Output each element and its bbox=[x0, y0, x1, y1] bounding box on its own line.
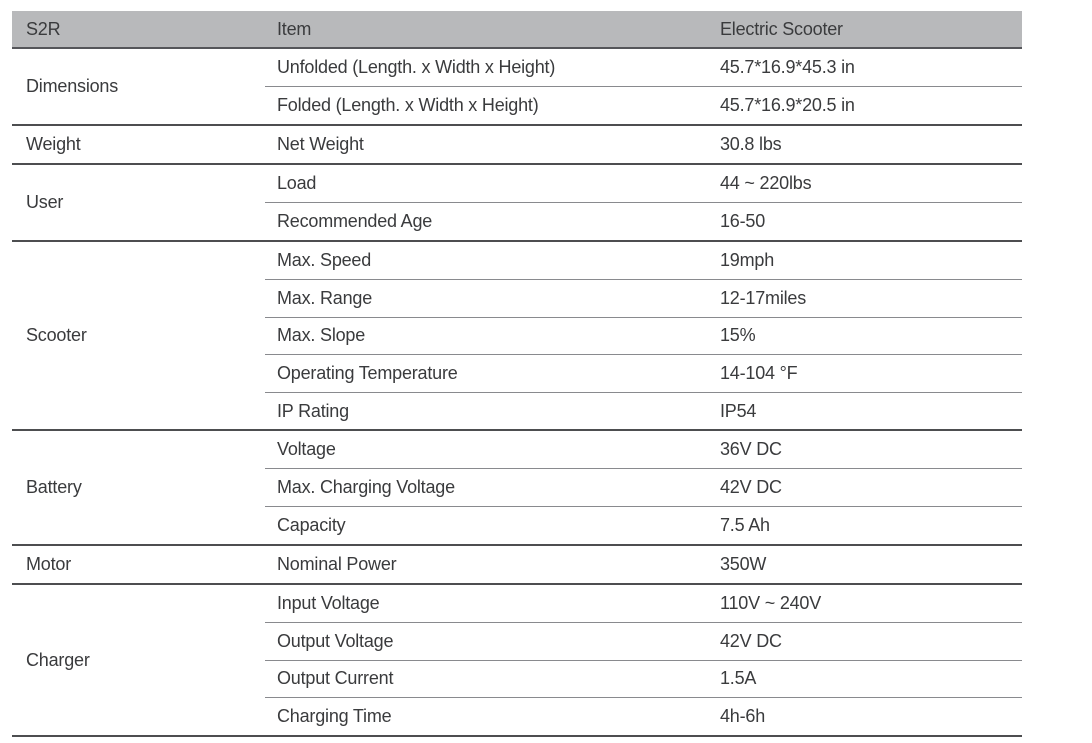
group-charger: Charger Input Voltage 110V ~ 240V Output… bbox=[12, 585, 1022, 737]
item-cell: Voltage bbox=[277, 439, 336, 460]
table-header: S2R Item Electric Scooter bbox=[12, 11, 1022, 49]
value-cell: 45.7*16.9*45.3 in bbox=[720, 56, 855, 77]
table-row: Folded (Length. x Width x Height) 45.7*1… bbox=[265, 85, 1022, 124]
group-weight: Weight Net Weight 30.8 lbs bbox=[12, 126, 1022, 166]
table-row: Output Voltage 42V DC bbox=[265, 621, 1022, 660]
table-row: Voltage 36V DC bbox=[265, 431, 1022, 468]
value-cell: 350W bbox=[720, 553, 767, 574]
header-item-label: Item bbox=[277, 18, 312, 39]
category-label: Dimensions bbox=[26, 75, 119, 96]
category-label: Motor bbox=[26, 553, 72, 574]
table-row: Max. Range 12-17miles bbox=[265, 278, 1022, 317]
table-row: Recommended Age 16-50 bbox=[265, 202, 1022, 240]
table-row: Load 44 ~ 220lbs bbox=[265, 165, 1022, 202]
group-battery: Battery Voltage 36V DC Max. Charging Vol… bbox=[12, 431, 1022, 546]
item-cell: Folded (Length. x Width x Height) bbox=[277, 94, 539, 115]
category-label: Scooter bbox=[26, 325, 87, 346]
table-row: Capacity 7.5 Ah bbox=[265, 506, 1022, 544]
item-cell: Max. Speed bbox=[277, 250, 372, 271]
item-cell: Capacity bbox=[277, 514, 346, 535]
item-cell: Nominal Power bbox=[277, 553, 397, 574]
item-cell: Max. Slope bbox=[277, 325, 366, 346]
category-label: Charger bbox=[26, 649, 90, 670]
group-user: User Load 44 ~ 220lbs Recommended Age 16… bbox=[12, 165, 1022, 243]
value-cell: 16-50 bbox=[720, 211, 766, 232]
item-cell: Net Weight bbox=[277, 134, 364, 155]
table-row: Net Weight 30.8 lbs bbox=[265, 126, 1022, 163]
table-row: Charging Time 4h-6h bbox=[265, 697, 1022, 735]
item-cell: Operating Temperature bbox=[277, 362, 458, 383]
category-label: Weight bbox=[26, 134, 81, 155]
table-row: Max. Speed 19mph bbox=[265, 242, 1022, 279]
value-cell: IP54 bbox=[720, 400, 757, 421]
item-cell: IP Rating bbox=[277, 400, 349, 421]
group-motor: Motor Nominal Power 350W bbox=[12, 546, 1022, 586]
item-cell: Output Current bbox=[277, 668, 394, 689]
group-dimensions: Dimensions Unfolded (Length. x Width x H… bbox=[12, 49, 1022, 126]
table-row: Unfolded (Length. x Width x Height) 45.7… bbox=[265, 49, 1022, 86]
value-cell: 45.7*16.9*20.5 in bbox=[720, 94, 855, 115]
value-cell: 15% bbox=[720, 325, 756, 346]
spec-table: S2R Item Electric Scooter Dimensions Unf… bbox=[12, 11, 1022, 737]
table-row: Input Voltage 110V ~ 240V bbox=[265, 585, 1022, 622]
item-cell: Recommended Age bbox=[277, 211, 433, 232]
value-cell: 42V DC bbox=[720, 477, 782, 498]
item-cell: Max. Range bbox=[277, 287, 373, 308]
table-row: IP Rating IP54 bbox=[265, 391, 1022, 430]
value-cell: 19mph bbox=[720, 250, 775, 271]
value-cell: 14-104 °F bbox=[720, 362, 798, 383]
item-cell: Input Voltage bbox=[277, 593, 380, 614]
header-value-label: Electric Scooter bbox=[720, 18, 843, 39]
value-cell: 110V ~ 240V bbox=[720, 593, 822, 614]
table-row: Output Current 1.5A bbox=[265, 659, 1022, 698]
table-row: Operating Temperature 14-104 °F bbox=[265, 354, 1022, 392]
value-cell: 36V DC bbox=[720, 439, 782, 460]
category-label: Battery bbox=[26, 477, 82, 498]
value-cell: 42V DC bbox=[720, 630, 782, 651]
value-cell: 44 ~ 220lbs bbox=[720, 173, 812, 194]
item-cell: Output Voltage bbox=[277, 630, 394, 651]
item-cell: Unfolded (Length. x Width x Height) bbox=[277, 56, 556, 77]
value-cell: 4h-6h bbox=[720, 706, 766, 727]
value-cell: 12-17miles bbox=[720, 287, 807, 308]
table-row: Max. Slope 15% bbox=[265, 316, 1022, 355]
value-cell: 1.5A bbox=[720, 668, 757, 689]
header-model-name: S2R bbox=[26, 18, 61, 39]
item-cell: Load bbox=[277, 173, 317, 194]
table-row: Nominal Power 350W bbox=[265, 546, 1022, 583]
value-cell: 7.5 Ah bbox=[720, 514, 770, 535]
category-label: User bbox=[26, 192, 64, 213]
table-row: Max. Charging Voltage 42V DC bbox=[265, 468, 1022, 506]
group-scooter: Scooter Max. Speed 19mph Max. Range 12-1… bbox=[12, 242, 1022, 432]
item-cell: Max. Charging Voltage bbox=[277, 477, 455, 498]
value-cell: 30.8 lbs bbox=[720, 134, 782, 155]
item-cell: Charging Time bbox=[277, 706, 392, 727]
